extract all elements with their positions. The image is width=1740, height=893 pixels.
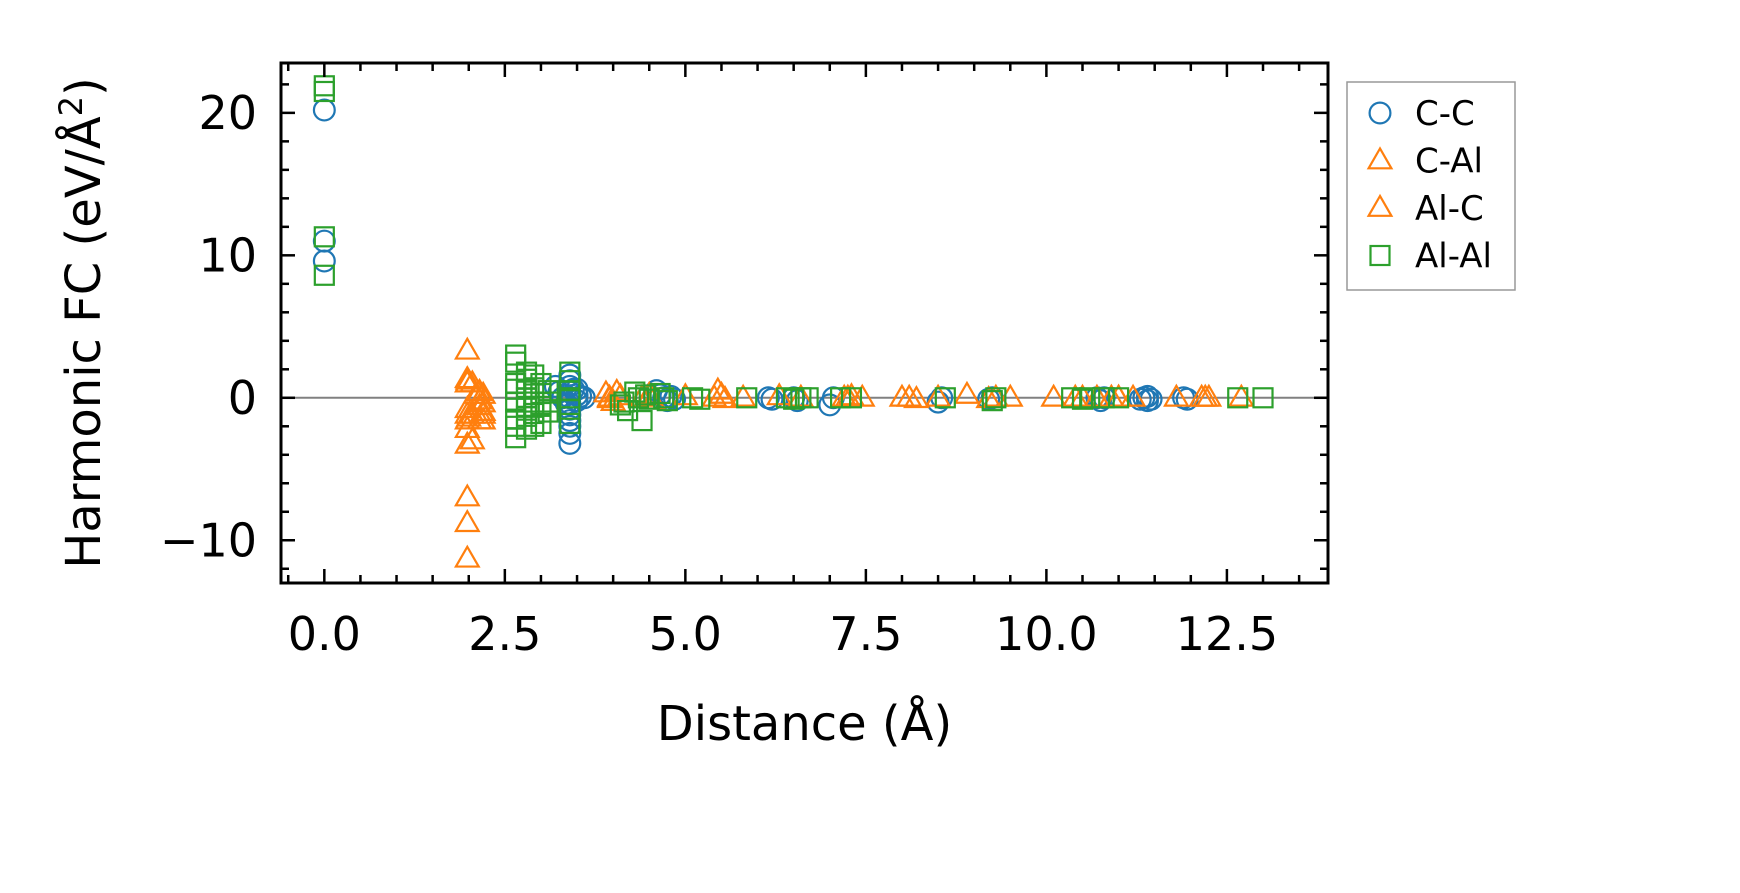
data-point-c-al xyxy=(453,430,481,454)
y-axis-label-superscript: 2 xyxy=(52,96,90,116)
data-point-c-al xyxy=(848,383,876,407)
series-al-al xyxy=(313,75,1274,449)
data-point-al-al xyxy=(559,412,581,435)
data-point-al-c xyxy=(455,403,483,427)
x-tick-label: 0.0 xyxy=(288,607,361,661)
data-point-al-al xyxy=(934,387,956,409)
x-axis-label: Distance (Å) xyxy=(657,695,952,752)
legend-box xyxy=(1346,81,1516,291)
data-point-c-al xyxy=(903,385,930,409)
data-point-c-c xyxy=(572,386,596,410)
x-tick-label: 12.5 xyxy=(1176,607,1278,661)
legend-marker xyxy=(1366,193,1394,217)
data-point-al-al xyxy=(1079,387,1101,409)
data-point-al-al xyxy=(985,387,1007,409)
data-point-al-al xyxy=(1252,387,1274,409)
data-points-layer xyxy=(312,75,1274,568)
data-point-al-c xyxy=(462,380,490,404)
ticks-layer xyxy=(281,63,1328,583)
legend-label: Al-Al xyxy=(1415,237,1492,277)
data-point-al-al xyxy=(537,380,559,402)
data-point-c-al xyxy=(469,389,497,413)
data-point-al-c xyxy=(895,383,923,407)
data-point-al-al xyxy=(840,387,863,409)
data-point-c-al xyxy=(453,508,481,533)
legend-marker xyxy=(1366,146,1394,170)
data-point-al-al xyxy=(530,412,552,435)
y-axis-label-end: ) xyxy=(56,77,112,96)
data-point-c-c xyxy=(543,374,567,398)
data-point-al-al xyxy=(797,387,819,409)
data-point-al-al xyxy=(313,80,335,103)
data-point-c-c xyxy=(312,249,336,273)
data-point-c-al xyxy=(924,383,952,407)
data-point-al-al xyxy=(681,387,704,409)
y-tick-label: 20 xyxy=(198,86,257,140)
data-point-al-al xyxy=(830,387,852,409)
tick-labels-layer: 0.0 2.5 5.0 7.5 10.0 12.5 −10 0 10 20 xyxy=(160,86,1278,661)
legend-label: Al-C xyxy=(1415,189,1484,229)
x-tick-label: 7.5 xyxy=(829,607,902,661)
data-point-al-al xyxy=(649,382,671,405)
data-point-al-al xyxy=(313,226,335,248)
legend-marker xyxy=(1368,101,1392,125)
data-point-al-al xyxy=(1227,387,1249,409)
data-point-c-al xyxy=(453,544,481,568)
data-point-al-al xyxy=(313,264,335,286)
x-tick-label: 5.0 xyxy=(649,607,722,661)
data-point-al-al xyxy=(689,388,711,410)
data-point-c-al xyxy=(453,336,481,360)
data-point-al-c xyxy=(469,400,497,424)
data-point-c-c xyxy=(312,98,336,122)
y-axis-label-main: Harmonic FC (eV/Å xyxy=(55,116,112,569)
data-point-c-al xyxy=(953,380,981,404)
data-point-al-al xyxy=(530,395,552,417)
plot-frame xyxy=(279,61,1330,585)
data-point-c-al xyxy=(453,483,481,507)
data-point-al-al xyxy=(656,390,678,412)
data-point-al-al xyxy=(783,388,805,410)
legend: C-C C-Al Al-C Al-Al xyxy=(1346,81,1516,291)
x-tick-label: 10.0 xyxy=(995,607,1097,661)
data-point-al-al xyxy=(1107,387,1130,409)
data-point-c-al xyxy=(469,406,497,430)
data-point-c-al xyxy=(459,426,486,450)
data-point-c-al xyxy=(1163,383,1190,407)
y-tick-label: 10 xyxy=(198,228,257,282)
data-point-al-al xyxy=(1093,387,1115,409)
data-point-al-al xyxy=(537,401,559,423)
data-point-al-al xyxy=(559,398,581,420)
data-point-c-al xyxy=(711,385,739,409)
data-point-al-al xyxy=(559,387,581,409)
data-point-al-al xyxy=(736,387,758,409)
data-point-al-al xyxy=(627,387,650,409)
data-point-al-c xyxy=(1191,383,1219,407)
y-axis-label: Harmonic FC (eV/Å2) xyxy=(52,77,112,569)
data-point-al-c xyxy=(454,366,482,390)
data-point-al-al xyxy=(653,387,675,409)
legend-label: C-C xyxy=(1415,94,1475,134)
data-point-al-al xyxy=(515,418,538,440)
data-point-c-al xyxy=(1040,383,1067,407)
data-point-c-c xyxy=(1135,384,1159,408)
x-tick-label: 2.5 xyxy=(468,607,541,661)
y-tick-label: −10 xyxy=(160,513,257,567)
y-tick-label: 0 xyxy=(228,371,257,425)
legend-marker xyxy=(1369,244,1391,267)
data-point-al-al xyxy=(631,409,653,432)
data-point-al-al xyxy=(624,381,646,403)
data-point-al-al xyxy=(775,387,798,409)
data-point-al-al xyxy=(981,390,1003,412)
data-point-al-al xyxy=(1071,388,1094,410)
data-point-c-al xyxy=(469,397,497,421)
legend-label: C-Al xyxy=(1415,142,1483,182)
